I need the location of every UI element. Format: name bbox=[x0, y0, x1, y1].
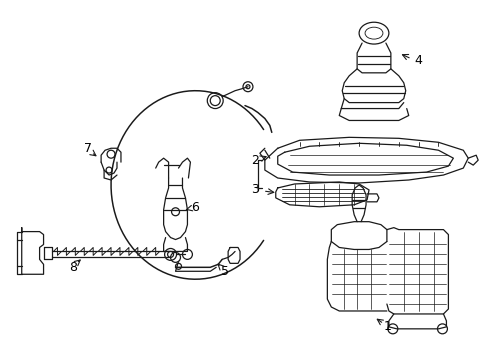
Text: 5: 5 bbox=[221, 265, 229, 278]
Text: 7: 7 bbox=[84, 142, 92, 155]
Text: 4: 4 bbox=[414, 54, 422, 67]
Text: 1: 1 bbox=[383, 320, 391, 333]
Text: 6: 6 bbox=[191, 201, 199, 214]
Text: 3: 3 bbox=[250, 184, 258, 197]
Text: 2: 2 bbox=[250, 154, 258, 167]
Text: 8: 8 bbox=[69, 261, 77, 274]
Ellipse shape bbox=[365, 27, 382, 39]
Ellipse shape bbox=[358, 22, 388, 44]
